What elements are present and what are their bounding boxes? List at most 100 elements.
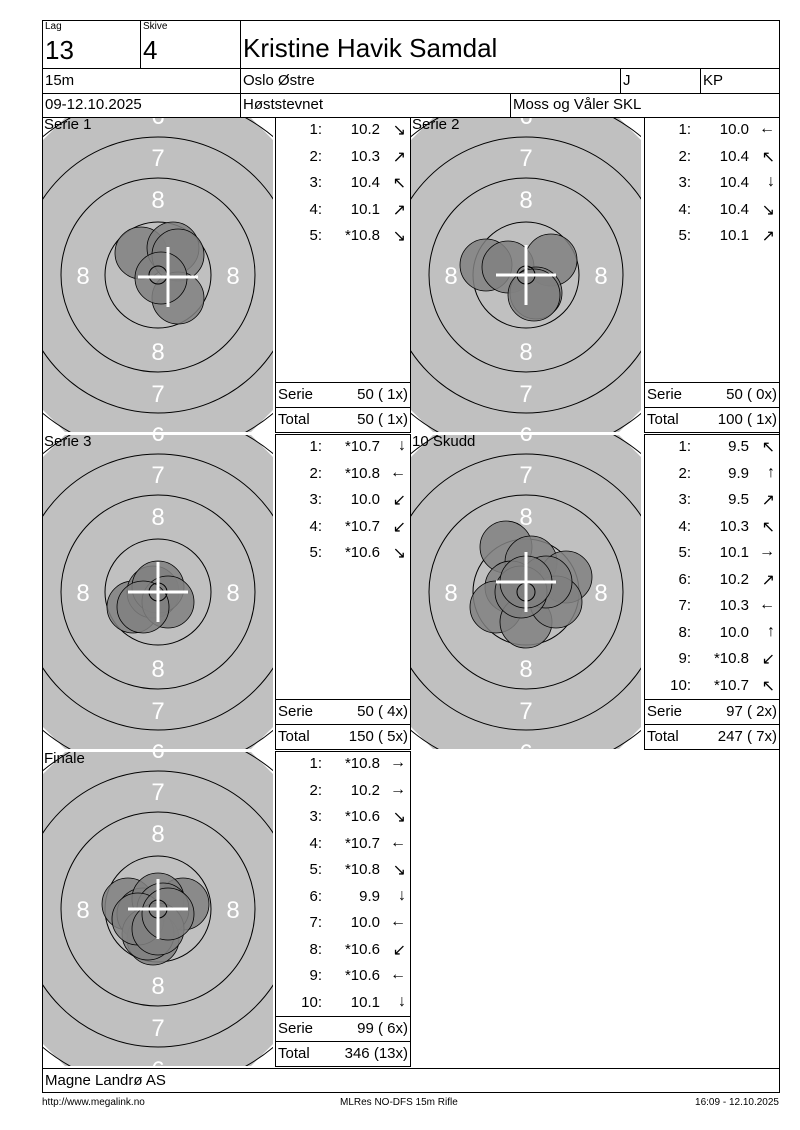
shot-number: 2: [678,464,691,482]
category-cell: KP [700,68,780,94]
shot-direction-arrow-icon: ↖ [761,439,775,456]
score-column-5: 1: *10.8 → 2: 10.2 → 3: *10.6 ↘ 4: *10.7 ← 5: *10.8 ↘ 6… [275,751,411,1067]
ring-number: 7 [151,779,164,806]
total-label: Total [647,411,679,428]
shot-number: 1: [678,121,691,138]
shot-row: 5: 10.1 ↗ [645,227,779,253]
shot-row: 2: 9.9 ↑ [645,464,779,491]
ring-number: 8 [519,504,532,531]
shot-value: *10.8 [344,464,380,482]
ring-number: 8 [151,187,164,214]
shot-direction-arrow-icon: ↘ [392,809,406,826]
shot-value: *10.8 [713,650,749,667]
ring-number: 6 [519,423,532,432]
ring-number: 6 [151,752,164,764]
shot-number: 6: [309,887,322,905]
shot-value: 10.4 [719,174,749,191]
organizer-cell: Moss og Våler SKL [510,93,780,118]
shot-number: 8: [678,623,691,641]
ring-number: 7 [519,698,532,725]
shot-direction-arrow-icon: → [390,754,406,771]
event: Høststevnet [243,96,324,113]
shot-row: 4: 10.3 ↖ [645,518,779,544]
shot-number: 2: [309,464,322,482]
shot-number: 7: [309,914,322,931]
total-value: 100 ( 1x) [717,411,777,428]
skive-label: Skive [143,21,168,32]
lag-value: 13 [45,35,74,65]
ring-number: 8 [519,187,532,214]
shot-number: 3: [309,174,322,191]
shot-direction-arrow-icon: ↘ [392,228,406,245]
ring-number: 7 [151,381,164,408]
shot-row: 3: 10.0 ↙ [276,491,410,517]
total-row: Total 346 (13x) [276,1041,410,1067]
shot-direction-arrow-icon: ↖ [761,148,775,166]
ring-number: 6 [519,435,532,447]
serie-row: Serie 97 ( 2x) [645,699,779,725]
company-cell: Magne Landrø AS [42,1068,780,1093]
shot-direction-arrow-icon: ← [759,596,775,613]
shot-row: 3: *10.6 ↘ [276,808,410,834]
shot-row: 5: *10.6 ↘ [276,544,410,570]
total-value: 247 ( 7x) [717,728,777,745]
score-column-2: 1: 10.0 ← 2: 10.4 ↖ 3: 10.4 ↓ 4: 10.4 ↘ 5: 10.1 ↗ Serie… [644,117,780,433]
ring-number: 8 [151,973,164,1000]
shot-direction-arrow-icon: → [390,780,406,798]
shot-value: 10.2 [350,121,380,138]
total-row: Total 150 ( 5x) [276,724,410,750]
footer-url[interactable]: http://www.megalink.no [42,1097,145,1108]
shot-value: *10.7 [344,834,380,852]
shot-number: 4: [678,200,691,218]
shot-row: 10: 10.1 ↓ [276,992,410,1020]
shot-direction-arrow-icon: ↓ [398,992,406,1010]
serie-value: 50 ( 1x) [357,386,408,403]
target-label: 10 Skudd [412,433,476,450]
shot-direction-arrow-icon: ← [390,463,406,481]
class-cell: J [620,68,701,94]
ring-number: 7 [151,145,164,172]
shot-direction-arrow-icon: ↖ [761,518,775,536]
shot-value: *10.7 [344,438,380,455]
ring-number: 7 [519,145,532,172]
shot-direction-arrow-icon: ↗ [761,228,775,245]
serie-value: 50 ( 4x) [357,703,408,720]
shot-number: 2: [309,147,322,165]
organizer: Moss og Våler SKL [513,96,642,113]
shot-value: 10.0 [719,121,749,138]
ring-number: 8 [444,263,457,290]
ring-number: 6 [151,423,164,432]
shot-direction-arrow-icon: ↘ [392,862,406,879]
shot-value: 10.3 [350,147,380,165]
total-label: Total [647,728,679,745]
shot-number: 1: [309,755,322,772]
target-ring [43,453,273,731]
shot-number: 1: [309,438,322,455]
shot-value: 9.9 [728,464,749,482]
ring-number: 8 [519,656,532,683]
target-ring [104,538,212,646]
skive-cell: Skive 4 [140,20,241,69]
score-column-3: 1: *10.7 ↓ 2: *10.8 ← 3: 10.0 ↙ 4: *10.7 ↙ 5: *10.6 ↘ S… [275,434,411,750]
target-ring [411,453,641,731]
shot-row: 2: 10.3 ↗ [276,148,410,174]
shot-direction-arrow-icon: ↙ [392,492,406,509]
target-ring [60,177,256,373]
shot-number: 3: [309,808,322,825]
shot-value: 10.1 [719,227,749,244]
ring-number: 6 [151,435,164,447]
target-3: 7 7 8 8 8 8 6 6 Serie 3 [43,433,273,749]
ring-number: 8 [76,580,89,607]
club-cell: Oslo Østre [240,68,621,94]
shot-row: 1: *10.8 → [276,754,410,781]
total-value: 50 ( 1x) [357,411,408,428]
shot-direction-arrow-icon: ↙ [761,651,775,668]
target-ring [428,177,624,373]
club: Oslo Østre [243,72,315,89]
total-value: 150 ( 5x) [348,728,408,745]
total-label: Total [278,411,310,428]
target-ring [60,811,256,1007]
shot-row: 2: 10.4 ↖ [645,148,779,174]
ring-number: 8 [226,263,239,290]
target-5: 7 7 8 8 8 8 6 6 Finale [43,750,273,1066]
